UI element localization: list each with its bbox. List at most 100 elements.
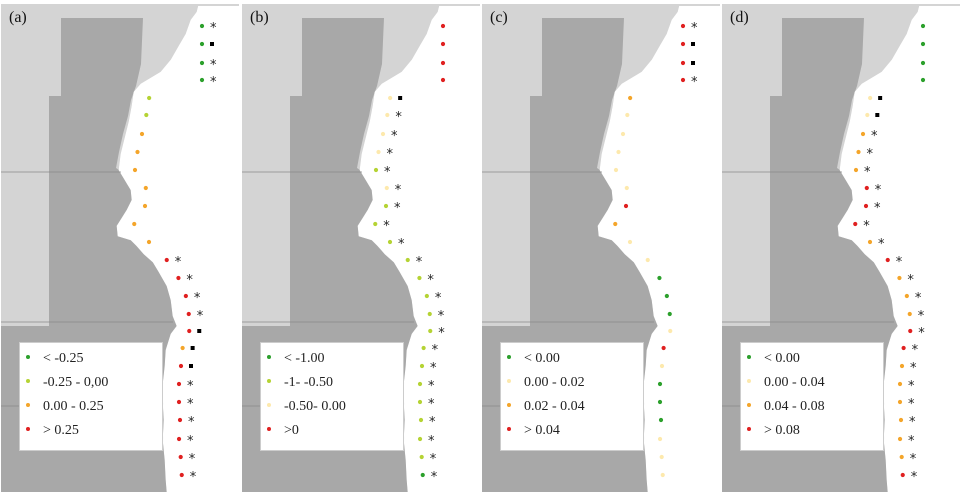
station-point bbox=[132, 221, 137, 227]
significance-mark: * bbox=[871, 129, 878, 144]
legend-dot-icon bbox=[26, 426, 30, 431]
station-point bbox=[180, 345, 185, 351]
significance-mark: * bbox=[428, 397, 435, 412]
station-point bbox=[920, 23, 926, 29]
station-point bbox=[885, 257, 890, 263]
legend-item: < 0.00 bbox=[747, 350, 800, 368]
station-point bbox=[680, 60, 686, 66]
significance-mark: * bbox=[431, 470, 438, 485]
legend: < -1.00 -1- -0.50 -0.50- 0.00 >0 bbox=[260, 342, 404, 451]
station-point bbox=[419, 454, 424, 460]
square-marker bbox=[190, 346, 195, 350]
legend-dot-icon bbox=[26, 402, 30, 407]
legend-dot-icon bbox=[747, 402, 751, 407]
station-point bbox=[628, 95, 633, 101]
station-point bbox=[907, 311, 912, 317]
station-point bbox=[680, 23, 686, 29]
coastline bbox=[597, 4, 681, 492]
station-point bbox=[659, 363, 665, 369]
square-marker bbox=[398, 96, 403, 100]
top-edge bbox=[722, 4, 960, 6]
map-panel-b: * * * * * * * * * * * * * * * * * * * * * (b) < -1.00 -1- -0.50… bbox=[242, 4, 480, 492]
significance-mark: * bbox=[194, 291, 201, 306]
station-point bbox=[177, 417, 183, 423]
legend-item: 0.00 - 0.25 bbox=[26, 398, 104, 416]
significance-mark: * bbox=[189, 452, 196, 467]
significance-mark: * bbox=[863, 219, 870, 234]
panel-label: (a) bbox=[9, 9, 27, 26]
legend-dot-icon bbox=[26, 354, 30, 359]
significance-mark: * bbox=[387, 147, 394, 162]
square-marker bbox=[189, 364, 193, 368]
significance-mark: * bbox=[896, 255, 903, 270]
significance-mark: * bbox=[918, 326, 925, 341]
station-point bbox=[623, 203, 629, 209]
significance-mark: * bbox=[391, 129, 398, 144]
station-point bbox=[898, 417, 904, 423]
station-point bbox=[440, 77, 446, 83]
significance-mark: * bbox=[394, 201, 401, 216]
legend-dot-icon bbox=[507, 402, 511, 407]
station-point bbox=[428, 328, 433, 334]
significance-mark: * bbox=[910, 452, 917, 467]
legend-label: > 0.08 bbox=[764, 423, 800, 438]
station-point bbox=[863, 203, 869, 209]
significance-mark: * bbox=[918, 309, 925, 324]
station-point bbox=[199, 41, 205, 47]
coastline bbox=[357, 4, 441, 492]
legend-dot-icon bbox=[747, 378, 751, 383]
significance-mark: * bbox=[435, 291, 442, 306]
station-point bbox=[680, 77, 686, 83]
significance-mark: * bbox=[210, 75, 217, 90]
station-point bbox=[178, 363, 184, 369]
station-point bbox=[897, 436, 903, 442]
station-point bbox=[645, 257, 650, 263]
station-point bbox=[419, 363, 425, 369]
legend-label: < -0.25 bbox=[43, 351, 84, 366]
legend-item: >0 bbox=[267, 422, 299, 440]
legend-item: < 0.00 bbox=[507, 350, 560, 368]
legend-item: > 0.08 bbox=[747, 422, 800, 440]
station-point bbox=[625, 112, 630, 118]
station-point bbox=[178, 454, 183, 460]
significance-mark: * bbox=[190, 470, 197, 485]
station-point bbox=[865, 112, 870, 118]
station-point bbox=[385, 112, 390, 118]
station-point bbox=[420, 472, 425, 478]
significance-mark: * bbox=[210, 58, 217, 73]
station-point bbox=[668, 328, 673, 334]
station-point bbox=[199, 77, 205, 83]
significance-mark: * bbox=[383, 219, 390, 234]
significance-mark: * bbox=[874, 201, 881, 216]
significance-mark: * bbox=[175, 255, 182, 270]
station-point bbox=[187, 328, 192, 334]
legend-label: < 0.00 bbox=[524, 351, 560, 366]
significance-mark: * bbox=[427, 273, 434, 288]
station-point bbox=[176, 436, 182, 442]
top-edge bbox=[1, 4, 239, 6]
legend-dot-icon bbox=[507, 378, 511, 383]
significance-mark: * bbox=[909, 415, 916, 430]
station-point bbox=[657, 399, 663, 405]
square-marker bbox=[691, 61, 695, 65]
station-point bbox=[146, 239, 152, 245]
station-point bbox=[142, 203, 148, 209]
station-point bbox=[901, 345, 906, 351]
significance-mark: * bbox=[691, 75, 698, 90]
station-point bbox=[899, 363, 905, 369]
map-panel-c: * * (c) < 0.00 0.00 - 0.02 0.02 - 0.04 > 0.04 bbox=[482, 4, 720, 492]
significance-mark: * bbox=[875, 183, 882, 198]
square-marker bbox=[197, 329, 202, 333]
legend-label: -0.50- 0.00 bbox=[284, 399, 346, 414]
station-point bbox=[899, 454, 904, 460]
legend-dot-icon bbox=[26, 378, 30, 383]
legend-label: 0.02 - 0.04 bbox=[524, 399, 585, 414]
significance-mark: * bbox=[187, 434, 194, 449]
station-point bbox=[657, 381, 663, 387]
legend-item: > 0.04 bbox=[507, 422, 560, 440]
significance-mark: * bbox=[395, 183, 402, 198]
station-point bbox=[387, 239, 393, 245]
station-point bbox=[427, 311, 432, 317]
significance-mark: * bbox=[908, 379, 915, 394]
station-point bbox=[144, 112, 149, 118]
